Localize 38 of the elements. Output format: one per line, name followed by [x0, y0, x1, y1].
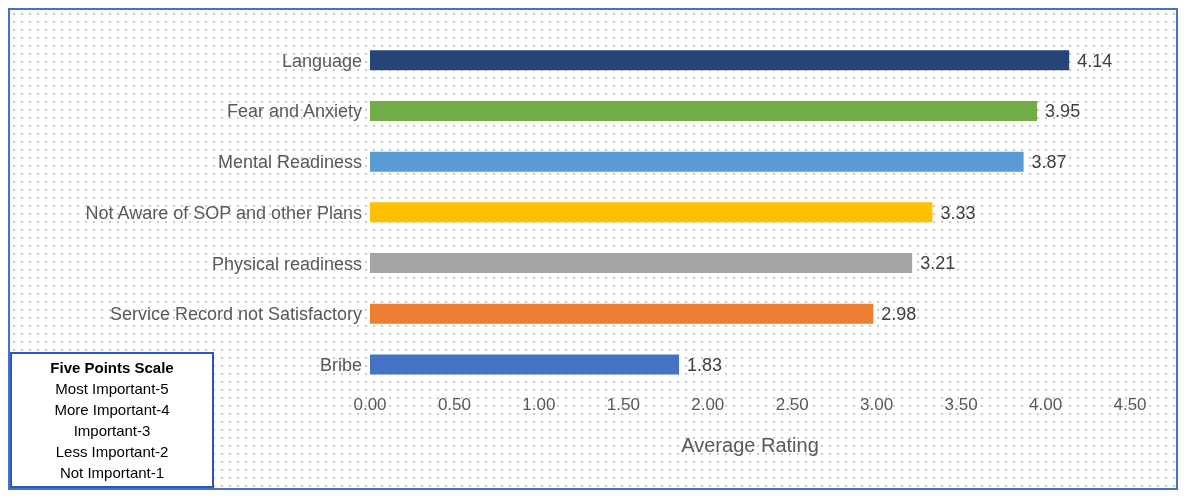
text: Not Important-1 — [58, 463, 166, 483]
data-label: 3.95 — [1045, 101, 1081, 122]
x-tick-label: 3.00 — [860, 395, 894, 415]
x-tick-label: 3.50 — [944, 395, 978, 415]
y-tick-label: Service Record not Satisfactory — [109, 304, 362, 325]
data-label: 4.14 — [1077, 50, 1113, 71]
y-tick-label: Language — [281, 50, 362, 71]
text: Important-3 — [72, 421, 152, 441]
text: Less Important-2 — [54, 442, 170, 462]
bar — [370, 354, 680, 375]
bar — [370, 100, 1038, 121]
x-tick-label: 0.50 — [437, 395, 471, 415]
x-tick-label: 2.50 — [775, 395, 809, 415]
bar — [370, 303, 874, 324]
y-tick-label: Bribe — [319, 355, 362, 376]
data-label: 2.98 — [881, 304, 917, 325]
x-tick-label: 4.50 — [1113, 395, 1147, 415]
bar — [370, 253, 913, 274]
x-tick-label: 2.00 — [691, 395, 725, 415]
data-label: 3.87 — [1031, 152, 1067, 173]
y-tick-label: Physical readiness — [211, 253, 362, 274]
text: Five Points Scale — [49, 358, 175, 378]
data-label: 3.33 — [940, 202, 976, 223]
y-tick-label: Fear and Anxiety — [226, 101, 362, 122]
x-tick-label: 1.50 — [606, 395, 640, 415]
bar — [370, 50, 1070, 71]
x-tick-label: 4.00 — [1029, 395, 1063, 415]
x-axis-title: Average Rating — [681, 434, 819, 456]
y-tick-label: Not Aware of SOP and other Plans — [85, 202, 362, 223]
data-label: 3.21 — [920, 253, 956, 274]
x-tick-label: 0.00 — [353, 395, 387, 415]
bar — [370, 202, 933, 223]
y-tick-label: Mental Readiness — [217, 152, 362, 173]
text: Most Important-5 — [54, 379, 170, 399]
x-tick-label: 1.00 — [522, 395, 556, 415]
text: More Important-4 — [53, 400, 171, 420]
data-label: 1.83 — [687, 354, 723, 375]
bar — [370, 151, 1024, 172]
